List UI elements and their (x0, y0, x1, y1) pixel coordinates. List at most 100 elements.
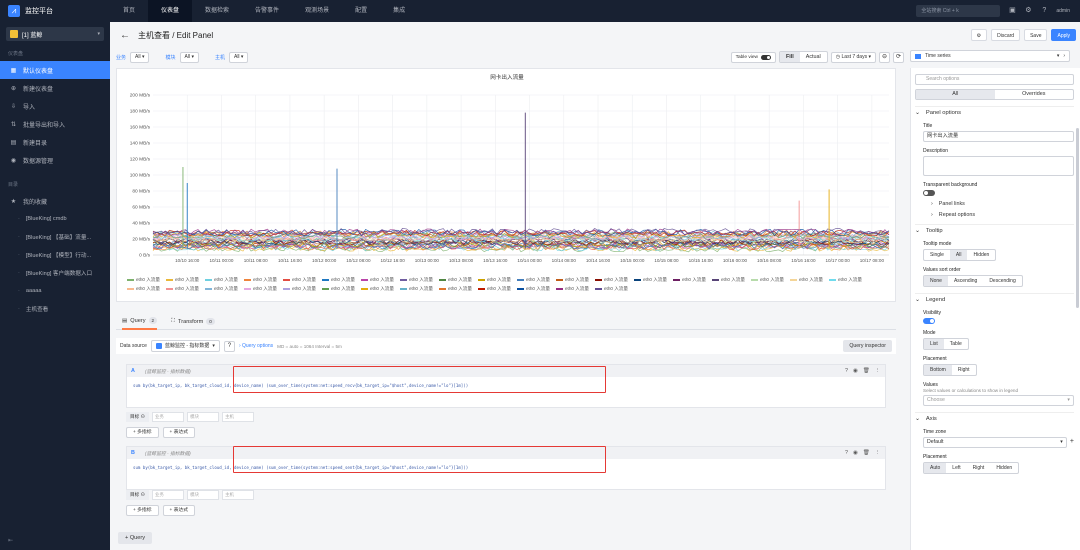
legend-item[interactable]: eth0 入流量 (127, 286, 160, 292)
legend-item[interactable]: eth0 入流量 (439, 286, 472, 292)
query-inspector-button[interactable]: Query inspector (843, 340, 892, 352)
legend-item[interactable]: eth0 入流量 (400, 286, 433, 292)
legend-item[interactable]: eth0 入流量 (478, 277, 511, 283)
legend-item[interactable]: eth0 入流量 (673, 277, 706, 283)
legend-item[interactable]: eth0 入流量 (127, 277, 160, 283)
legend-item[interactable]: eth0 入流量 (517, 286, 550, 292)
tooltip-header[interactable]: ⌄ Tooltip (915, 224, 1074, 235)
sidebar-subitem[interactable]: · [BlueKing] 【基础】流量... (0, 228, 110, 246)
options-scrollbar[interactable] (1076, 128, 1079, 308)
query-expression-input[interactable]: sum by(bk_target_ip, bk_target_cloud_id,… (133, 465, 469, 470)
tab-transform[interactable]: ⛶ Transform 0 (171, 314, 215, 330)
legend-item[interactable]: eth0 入流量 (166, 286, 199, 292)
add-metric-button[interactable]: + 多指标 (126, 427, 159, 438)
legend-item[interactable]: eth0 入流量 (478, 286, 511, 292)
axis-left[interactable]: Left (952, 465, 961, 471)
nav-item[interactable]: 观测场景 (305, 8, 330, 14)
tooltip-mode-hidden[interactable]: Hidden (973, 252, 990, 258)
business-selector[interactable]: [1] 蓝鲸 ▾ (6, 27, 104, 41)
eye-icon[interactable]: ◉ (853, 368, 858, 374)
legend-item[interactable]: eth0 入流量 (712, 277, 745, 283)
values-select[interactable]: Choose ▾ (923, 395, 1074, 406)
legend-item[interactable]: eth0 入流量 (244, 286, 277, 292)
legend-item[interactable]: eth0 入流量 (556, 277, 589, 283)
time-range-picker[interactable]: ◷ Last 7 days ▾ (830, 51, 876, 63)
eye-icon[interactable]: ◉ (853, 450, 858, 456)
sort-descending[interactable]: Descending (989, 278, 1016, 284)
variable-select-biz[interactable]: All ▾ (130, 51, 150, 63)
mode-table[interactable]: Table (949, 341, 962, 347)
axis-placement-toggle[interactable]: Auto Left Right Hidden (923, 462, 1020, 474)
timezone-select[interactable]: Default ▾ (923, 437, 1067, 448)
repeat-options-header[interactable]: › Repeat options (931, 212, 976, 218)
variable-select-host[interactable]: All ▾ (228, 51, 249, 63)
sidebar-item[interactable]: ⇅ 批量导出和导入 (0, 115, 110, 133)
legend-item[interactable]: eth0 入流量 (205, 286, 238, 292)
legend-item[interactable]: eth0 入流量 (322, 277, 355, 283)
transparent-toggle[interactable] (923, 190, 935, 196)
sort-none[interactable]: None (924, 276, 948, 286)
legend-mode-toggle[interactable]: List Table (923, 338, 969, 350)
filter-module-input[interactable]: 模块 (187, 412, 220, 422)
legend-item[interactable]: eth0 入流量 (322, 286, 355, 292)
legend-item[interactable]: eth0 入流量 (439, 277, 472, 283)
legend-item[interactable]: eth0 入流量 (517, 277, 550, 283)
filter-host-input[interactable]: 主机 (222, 412, 255, 422)
tab-all[interactable]: All (916, 90, 995, 99)
axis-hidden[interactable]: Hidden (996, 465, 1013, 471)
gear-icon[interactable]: ⚙ (1025, 7, 1032, 14)
legend-item[interactable]: eth0 入流量 (634, 277, 667, 283)
nav-item[interactable]: 首页 (123, 8, 136, 14)
filter-biz-input[interactable]: 业务 (152, 412, 185, 422)
visibility-toggle[interactable] (923, 318, 935, 324)
datasource-select[interactable]: 蓝鲸监控 - 指标数据 ▾ (150, 340, 220, 352)
legend-placement-toggle[interactable]: Bottom Right (923, 364, 977, 376)
global-search-input[interactable]: 全站搜索 Ctrl + k (916, 5, 1001, 17)
legend-item[interactable]: eth0 入流量 (751, 277, 784, 283)
legend-item[interactable]: eth0 入流量 (244, 277, 277, 283)
tab-query[interactable]: ▤ Query 2 (122, 314, 158, 330)
table-view-toggle[interactable]: Table view (730, 51, 776, 63)
filter-target-label[interactable]: 目标 ⊖ (126, 490, 150, 500)
filter-target-label[interactable]: 目标 ⊖ (126, 412, 150, 422)
help-icon[interactable]: ? (845, 450, 849, 456)
sidebar-subitem[interactable]: · [BlueKing] 【模型】行动... (0, 246, 110, 264)
legend-item[interactable]: eth0 入流量 (361, 277, 394, 283)
filter-host-input[interactable]: 主机 (222, 490, 255, 500)
filter-module-input[interactable]: 模块 (187, 490, 220, 500)
user-menu[interactable]: admin (1056, 8, 1070, 14)
nav-item[interactable]: 仪表盘 (148, 0, 193, 22)
sidebar-item[interactable]: ⊕ 新建仪表盘 (0, 79, 110, 97)
panel-settings-button[interactable]: ⚙ (970, 29, 988, 41)
tooltip-mode-single[interactable]: Single (930, 252, 944, 258)
tooltip-mode-toggle[interactable]: Single All Hidden (923, 249, 997, 261)
sidebar-item[interactable]: ⇩ 导入 (0, 97, 110, 115)
legend-item[interactable]: eth0 入流量 (556, 286, 589, 292)
legend-item[interactable]: eth0 入流量 (595, 277, 628, 283)
legend-item[interactable]: eth0 入流量 (283, 286, 316, 292)
app-logo[interactable]: ⩘ 监控平台 (0, 5, 110, 17)
legend-header[interactable]: ⌄ Legend (915, 293, 1074, 304)
panel-options-header[interactable]: ⌄ Panel options (915, 106, 1074, 117)
panel-links-header[interactable]: › Panel links (931, 201, 965, 207)
sidebar-item-favorites[interactable]: ★ 我的收藏 (0, 192, 110, 210)
help-icon[interactable]: ? (1042, 7, 1047, 14)
trash-icon[interactable]: 🗑 (862, 450, 870, 456)
refresh-icon[interactable]: ⟳ (893, 51, 904, 63)
query-options-link[interactable]: › Query options (238, 343, 274, 349)
save-button[interactable]: Save (1024, 29, 1048, 41)
sidebar-item[interactable]: ◉ 数据源管理 (0, 151, 110, 169)
nav-item[interactable]: 数据检索 (205, 8, 230, 14)
back-arrow-icon[interactable]: ← (120, 29, 130, 41)
sidebar-collapse-icon[interactable]: ⇤ (8, 538, 14, 544)
add-expression-button[interactable]: + 表达式 (162, 427, 196, 438)
fill-option[interactable]: Fill (779, 52, 800, 62)
apply-button[interactable]: Apply (1051, 29, 1076, 41)
query-b-header[interactable]: B (蓝鲸监控 - 指标数据) ? ◉ 🗑 ⋮ (127, 447, 885, 459)
nav-item[interactable]: 配置 (355, 8, 368, 14)
axis-header[interactable]: ⌄ Axis (915, 412, 1074, 423)
axis-auto[interactable]: Auto (924, 463, 947, 473)
query-expression-input[interactable]: sum by(bk_target_ip, bk_target_cloud_id,… (133, 383, 469, 388)
nav-item[interactable]: 集成 (393, 8, 406, 14)
fill-actual-toggle[interactable]: Fill Actual (778, 51, 828, 63)
